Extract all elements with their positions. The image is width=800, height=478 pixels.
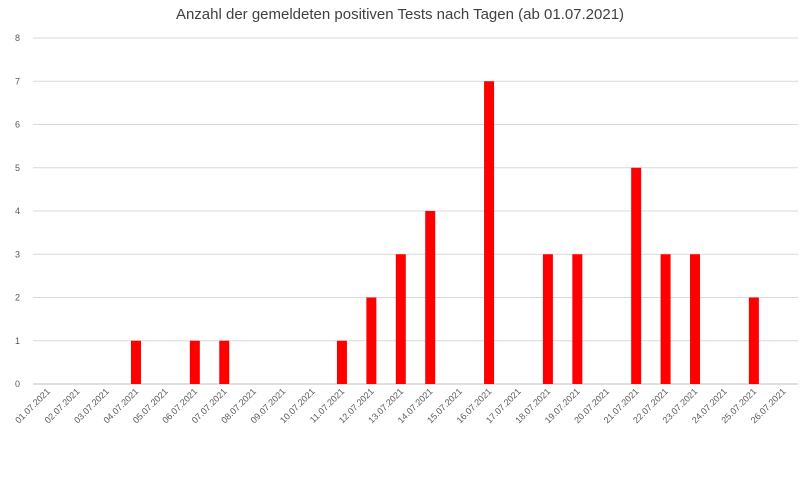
bar-12.07.2021 [366, 297, 377, 384]
bar-11.07.2021 [336, 340, 347, 384]
y-tick-label: 7 [15, 76, 20, 86]
bar-06.07.2021 [189, 340, 200, 384]
bar-22.07.2021 [660, 254, 671, 384]
bar-07.07.2021 [219, 340, 230, 384]
bar-16.07.2021 [484, 81, 495, 384]
y-tick-label: 1 [15, 336, 20, 346]
bar-18.07.2021 [542, 254, 553, 384]
y-axis: 0 1 2 3 4 5 6 7 8 [15, 33, 20, 389]
y-tick-label: 3 [15, 249, 20, 259]
bar-19.07.2021 [572, 254, 583, 384]
bar-04.07.2021 [130, 340, 141, 384]
y-tick-label: 0 [15, 379, 20, 389]
y-tick-label: 6 [15, 120, 20, 130]
y-tick-label: 5 [15, 163, 20, 173]
bar-21.07.2021 [631, 167, 642, 384]
bar-14.07.2021 [425, 211, 436, 384]
x-axis: 01.07.202102.07.202103.07.202104.07.2021… [13, 386, 788, 425]
bar-13.07.2021 [395, 254, 406, 384]
y-tick-label: 8 [15, 33, 20, 43]
bar-23.07.2021 [690, 254, 701, 384]
bars [130, 81, 759, 384]
y-tick-label: 4 [15, 206, 20, 216]
bar-25.07.2021 [748, 297, 759, 384]
y-tick-label: 2 [15, 293, 20, 303]
gridlines [33, 37, 798, 385]
chart-title: Anzahl der gemeldeten positiven Tests na… [175, 6, 625, 23]
